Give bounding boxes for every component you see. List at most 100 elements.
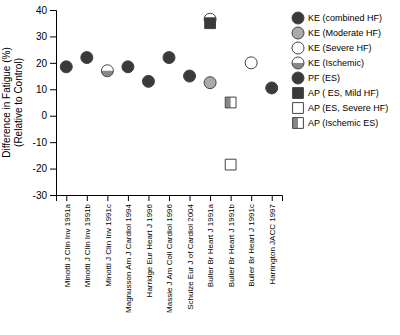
x-tick-mark (128, 195, 129, 201)
marker-half-fill (101, 71, 113, 77)
x-tick-mark (231, 195, 232, 201)
x-tick-mark (148, 195, 149, 201)
y-tick-label: 40 (36, 5, 48, 16)
x-tick-mark (107, 195, 108, 201)
marker-outline (101, 65, 113, 77)
series (204, 13, 257, 69)
marker-outline (292, 57, 304, 69)
series (225, 97, 236, 108)
point (266, 82, 278, 94)
marker-half-fill (293, 118, 298, 129)
x-tick: Massie J Am Coll Cardiol 1996 (165, 195, 174, 313)
x-tick-mark (272, 195, 273, 201)
marker-shape (122, 61, 134, 73)
x-tick: Harrington JACC 1997 (268, 195, 277, 284)
x-tick-label: Buller Br Heart J 1991a (206, 203, 215, 287)
x-tick-label: Harrington JACC 1997 (268, 203, 277, 284)
y-tick-mark (50, 36, 56, 37)
marker-outline (293, 118, 304, 129)
point (245, 57, 257, 69)
point (163, 52, 175, 64)
legend-item: AP (ES, Severe HF) (293, 103, 389, 114)
marker-shape (205, 18, 216, 29)
y-tick: -30 (33, 190, 56, 201)
marker-shape (184, 70, 196, 82)
x-tick: Schulze Eur J of Cardiol 2004 (186, 195, 195, 310)
x-tick: Minotti J Clin Inv 1991b (83, 195, 92, 287)
x-tick-mark (251, 195, 252, 201)
series (60, 52, 277, 94)
points (60, 13, 277, 170)
point (204, 77, 216, 89)
marker-outline (225, 97, 236, 108)
legend-marker (293, 103, 304, 114)
y-axis-title-line: (Relative to Control) (13, 58, 24, 147)
x-tick: Minotti J Clin Inv 1991c (104, 195, 113, 287)
y-tick: 20 (36, 58, 56, 69)
legend-marker (292, 12, 304, 24)
point (225, 159, 236, 170)
legend-item: AP (Ischemic ES) (293, 118, 379, 129)
chart-svg: -30-20-10010203040Minotti J Clin Inv 199… (0, 0, 400, 335)
legend-label: AP (ES, Severe HF) (308, 103, 388, 113)
series (101, 65, 113, 77)
x-tick-mark (210, 195, 211, 201)
legend-marker (292, 27, 304, 39)
y-tick-mark (50, 169, 56, 170)
y-tick-label: -20 (33, 163, 48, 174)
x-tick-label: Buller Br Heart J 1991b (227, 203, 236, 287)
y-tick: 10 (36, 84, 56, 95)
x-tick-label: Massie J Am Coll Cardiol 1996 (165, 203, 174, 312)
marker-shape (142, 75, 154, 87)
y-tick-label: 0 (41, 110, 47, 121)
x-tick-label: Buller Br Heart J 1991c (247, 204, 256, 287)
y-tick-label: -10 (33, 137, 48, 148)
y-axis-line (50, 11, 57, 196)
x-tick-label: Minotti J Clin Inv 1991c (104, 204, 113, 287)
point (60, 61, 72, 73)
legend-label: KE (Severe HF) (308, 43, 372, 53)
marker-shape (163, 52, 175, 64)
marker-shape (225, 159, 236, 170)
x-axis: Minotti J Clin Inv 1991a Minotti J Clin I… (57, 195, 283, 313)
y-tick-label: -30 (33, 190, 48, 201)
y-tick: -10 (33, 137, 56, 148)
legend: KE (combined HF)KE (Moderate HF)KE (Seve… (292, 12, 388, 128)
legend-item: AP ( ES, Mild HF) (293, 88, 379, 99)
y-tick: 40 (36, 5, 56, 16)
legend-marker (293, 118, 304, 129)
chart-container: -30-20-10010203040Minotti J Clin Inv 199… (0, 0, 400, 335)
marker-shape (292, 12, 304, 24)
marker-background (292, 57, 304, 69)
x-tick: Harridge Eur Heart J 1996 (145, 195, 154, 297)
marker-background (293, 118, 304, 129)
marker-background (225, 97, 236, 108)
marker-shape (292, 27, 304, 39)
legend-item: KE (Ischemic) (292, 57, 364, 69)
x-tick-label: Minotti J Clin Inv 1991b (83, 203, 92, 287)
x-tick: Buller Br Heart J 1991b (227, 195, 236, 287)
x-tick-label: Minotti J Clin Inv 1991a (63, 203, 72, 287)
legend-marker (292, 72, 304, 84)
y-tick-label: 20 (36, 58, 48, 69)
legend-item: KE (combined HF) (292, 12, 382, 24)
point (122, 61, 134, 73)
marker-shape (293, 88, 304, 99)
y-tick-mark (50, 89, 56, 90)
x-tick: Buller Br Heart J 1991a (206, 195, 215, 287)
marker-background (101, 65, 113, 77)
series (204, 77, 216, 89)
y-tick-mark (50, 142, 56, 143)
y-tick-label: 10 (36, 84, 48, 95)
legend-label: AP ( ES, Mild HF) (308, 88, 379, 98)
series (142, 75, 154, 87)
y-axis-title-line: Difference in Fatigue (%) (1, 47, 12, 157)
point (142, 75, 154, 87)
legend-item: PF (ES) (292, 72, 340, 84)
x-tick-mark (169, 195, 170, 201)
y-tick: 0 (41, 110, 56, 121)
point (81, 52, 93, 64)
y-tick: -20 (33, 163, 56, 174)
point (184, 70, 196, 82)
marker-shape (60, 61, 72, 73)
